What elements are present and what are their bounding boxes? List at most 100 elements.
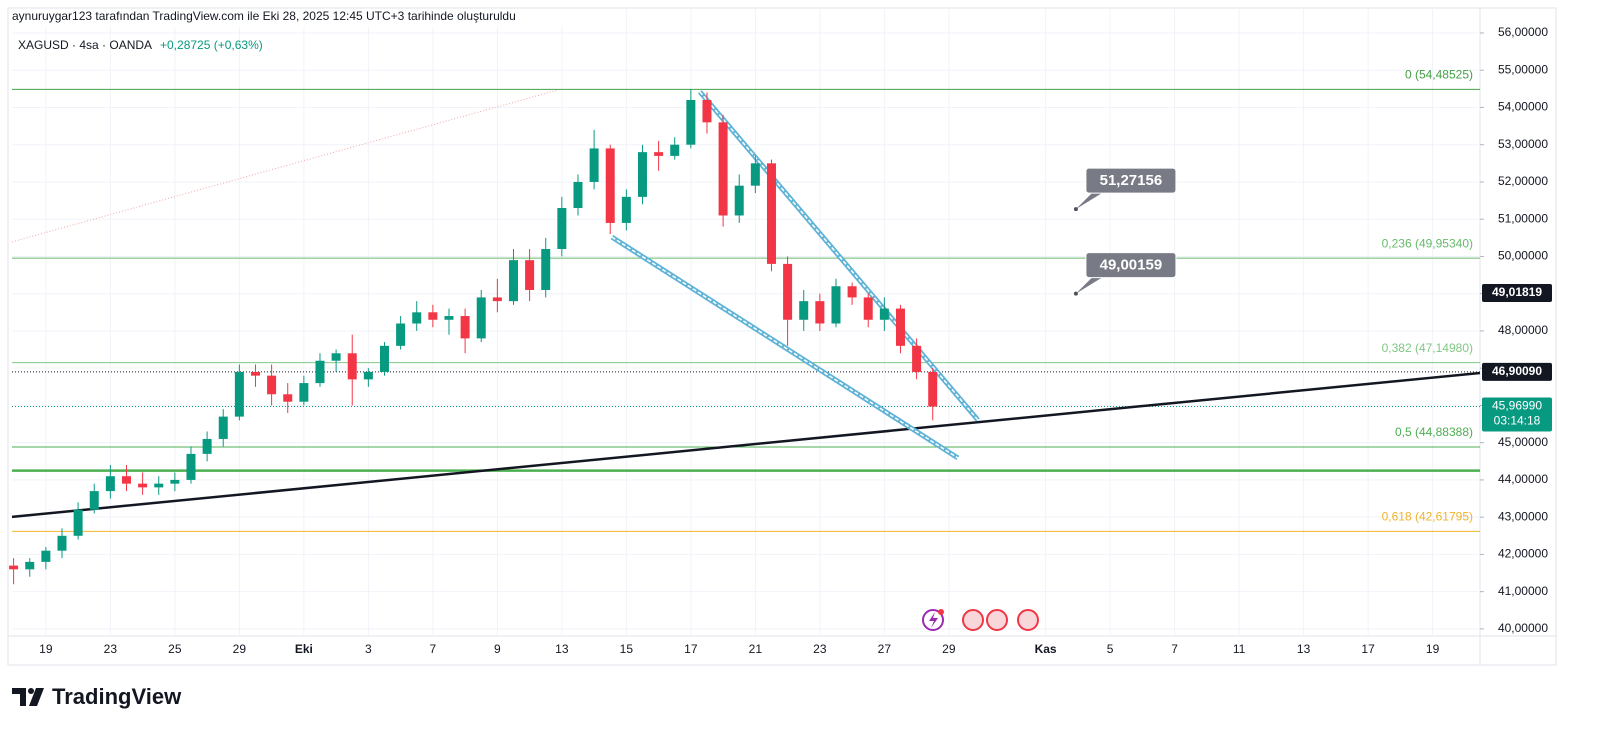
y-tick-label: 54,00000 xyxy=(1498,100,1548,114)
event-dot xyxy=(938,609,944,615)
x-tick-label: 7 xyxy=(1171,642,1178,656)
y-tick-label: 45,00000 xyxy=(1498,435,1548,449)
y-tick-label: 56,00000 xyxy=(1498,25,1548,39)
event-icon xyxy=(1017,609,1039,631)
x-tick-label: 19 xyxy=(39,642,53,656)
price-tag xyxy=(1482,284,1552,303)
y-tick-label: 50,00000 xyxy=(1498,249,1548,263)
y-tick-label: 53,00000 xyxy=(1498,137,1548,151)
x-tick-label: Kas xyxy=(1035,642,1057,656)
y-tick-label: 55,00000 xyxy=(1498,62,1548,76)
fib-label: 0,618 (42,61795) xyxy=(1382,510,1473,524)
candle-body xyxy=(783,263,793,320)
y-tick-label: 42,00000 xyxy=(1498,547,1548,561)
header-bg xyxy=(12,9,612,27)
callout-label: 49,00159 xyxy=(1100,257,1163,274)
candles xyxy=(9,89,938,585)
candle-body xyxy=(589,148,599,182)
y-tick-label: 48,00000 xyxy=(1498,323,1548,337)
candle-body xyxy=(412,312,422,324)
candle-body xyxy=(57,535,67,551)
price-tag-label: 49,01819 xyxy=(1492,285,1542,299)
logo: TradingView xyxy=(12,684,182,709)
y-tick-label: 41,00000 xyxy=(1498,584,1548,598)
candle-body xyxy=(525,260,535,290)
x-tick-label: 3 xyxy=(365,642,372,656)
candle-body xyxy=(718,122,728,216)
candle-body xyxy=(154,483,164,488)
candle-body xyxy=(799,301,809,320)
callout-pointer xyxy=(1075,277,1102,294)
candle-body xyxy=(573,181,583,209)
frame xyxy=(7,7,1557,666)
candle-body xyxy=(766,163,776,264)
candle-body xyxy=(557,208,567,249)
callout-box xyxy=(1085,167,1177,194)
x-tick-label: Eki xyxy=(295,642,313,656)
candle-body xyxy=(347,353,357,380)
x-tick-label: 17 xyxy=(684,642,698,656)
candle-body xyxy=(750,163,760,186)
candle-body xyxy=(895,308,905,346)
grid: 40,00000 41,00000 42,00000 43,00000 44,00000… xyxy=(12,8,1548,656)
callout-anchor xyxy=(1073,291,1078,296)
trend-line xyxy=(11,371,1481,519)
y-tick-label: 43,00000 xyxy=(1498,509,1548,523)
x-tick-label: 11 xyxy=(1233,642,1246,656)
symbol: XAGUSD · 4sa · OANDA xyxy=(18,38,152,52)
candle-body xyxy=(299,383,309,402)
x-tick-label: 21 xyxy=(749,642,763,656)
candle-body xyxy=(170,479,180,484)
candle-body xyxy=(815,301,825,324)
candle-body xyxy=(250,371,260,376)
candle-body xyxy=(734,185,744,216)
candle-body xyxy=(121,476,131,484)
fib-label: 0,5 (44,88388) xyxy=(1395,425,1473,439)
countdown: 03:14:18 xyxy=(1494,414,1541,428)
y-tick-label: 52,00000 xyxy=(1498,174,1548,188)
event-icons xyxy=(922,609,1039,631)
last-price-label: 45,96990 xyxy=(1492,399,1542,413)
fib-label: 0,236 (49,95340) xyxy=(1382,236,1473,250)
price-tag-label: 46,90090 xyxy=(1492,364,1542,378)
event-glyph xyxy=(929,612,938,628)
candle-body xyxy=(186,453,196,480)
x-tick-label: 19 xyxy=(1426,642,1440,656)
logo-mark xyxy=(29,688,44,706)
candle-body xyxy=(379,345,389,372)
logo-mark xyxy=(12,688,26,706)
candle-body xyxy=(25,561,35,570)
candle-body xyxy=(637,152,647,197)
candle-body xyxy=(363,371,373,380)
candle-body xyxy=(541,248,551,290)
candle-body xyxy=(41,550,51,562)
x-tick-label: 5 xyxy=(1107,642,1114,656)
header: aynuruygar123 tarafından TradingView.com… xyxy=(12,9,516,23)
candle-body xyxy=(267,375,277,395)
x-tick-label: 13 xyxy=(1297,642,1311,656)
x-tick-label: 7 xyxy=(430,642,437,656)
callout-pointer xyxy=(1075,193,1102,210)
candle-body xyxy=(428,312,438,320)
candle-body xyxy=(863,297,873,320)
price-tag xyxy=(1482,362,1552,381)
x-tick-label: 9 xyxy=(494,642,501,656)
x-tick-label: 23 xyxy=(813,642,827,656)
candle-body xyxy=(234,371,244,417)
candle-body xyxy=(847,286,857,298)
candle-body xyxy=(476,297,486,339)
callout-box xyxy=(1085,252,1177,279)
candle-body xyxy=(315,360,325,384)
callout-anchor xyxy=(1073,207,1078,212)
candle-body xyxy=(331,353,341,361)
candle-body xyxy=(105,476,115,492)
x-tick-label: 29 xyxy=(233,642,247,656)
candle-body xyxy=(670,144,680,156)
candle-body xyxy=(621,196,631,223)
candle-body xyxy=(89,491,99,510)
trend-line xyxy=(697,90,980,422)
candle-body xyxy=(492,297,502,302)
callout-label: 51,27156 xyxy=(1100,172,1163,189)
